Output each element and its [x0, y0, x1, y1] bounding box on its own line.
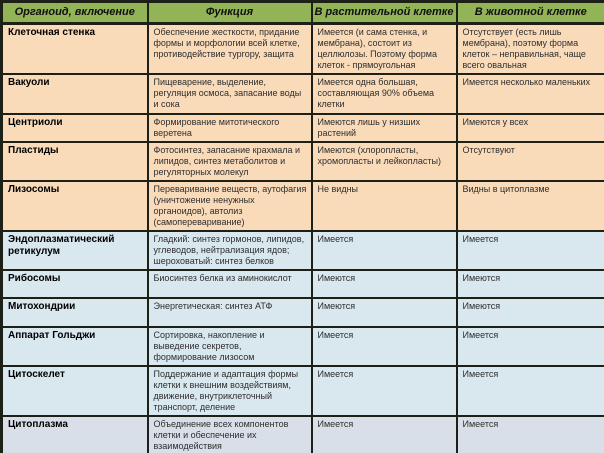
table-row: Цитоплазма Объединение всех компонентов к… [0, 415, 604, 453]
organelle-name-cell: Аппарат Гольджи [0, 326, 149, 367]
table-cell: Имеются лишь у низших растений [310, 113, 458, 143]
table-cell: Имеется одна большая, составляющая 90% о… [310, 73, 458, 115]
header-function: Функция [146, 0, 313, 25]
table-cell: Имеются [455, 269, 604, 299]
table-row: Клеточная стенка Обеспечение жесткости, п… [0, 22, 604, 75]
table-row: Вакуоли Пищеварение, выделение, регуляция… [0, 73, 604, 115]
table-cell: Объединение всех компонентов клетки и об… [146, 415, 313, 453]
organelle-name-cell: Клеточная стенка [0, 22, 149, 75]
header-plant-cell: В растительной клетке [310, 0, 458, 25]
table-cell: Имеется [310, 326, 458, 367]
table-row: Центриоли Формирование митотического вере… [0, 113, 604, 143]
table-cell: Имеются [310, 269, 458, 299]
organelle-name-cell: Центриоли [0, 113, 149, 143]
table-row: Аппарат Гольджи Сортировка, накопление и … [0, 326, 604, 367]
table-row: Лизосомы Переваривание веществ, аутофагия… [0, 180, 604, 232]
organelle-name-cell: Цитоскелет [0, 365, 149, 417]
table-cell: Отсутствует (есть лишь мембрана), поэтом… [455, 22, 604, 75]
table-cell: Формирование митотического веретена [146, 113, 313, 143]
table-cell: Отсутствуют [455, 141, 604, 182]
table-cell: Сортировка, накопление и выведение секре… [146, 326, 313, 367]
organelle-name-cell: Цитоплазма [0, 415, 149, 453]
table-row: Эндоплазматический ретикулум Гладкий: син… [0, 230, 604, 271]
table-cell: Имеется [455, 230, 604, 271]
table-cell: Видны в цитоплазме [455, 180, 604, 232]
table-body: Клеточная стенка Обеспечение жесткости, п… [0, 22, 604, 453]
table-cell: Гладкий: синтез гормонов, липидов, углев… [146, 230, 313, 271]
table-cell: Пищеварение, выделение, регуляция осмоса… [146, 73, 313, 115]
table-cell: Имеется [455, 326, 604, 367]
organelle-name-cell: Митохондрии [0, 297, 149, 328]
table-cell: Имеется [310, 365, 458, 417]
table-cell: Имеются у всех [455, 113, 604, 143]
table-cell: Поддержание и адаптация формы клетки к в… [146, 365, 313, 417]
table-cell: Имеются (хлоропласты, хромопласты и лейк… [310, 141, 458, 182]
table-cell: Имеется [310, 230, 458, 271]
header-row: Органоид, включение Функция В растительн… [0, 0, 604, 25]
header-animal-cell: В животной клетке [455, 0, 604, 25]
organelle-name-cell: Пластиды [0, 141, 149, 182]
table-row: Митохондрии Энергетическая: синтез АТФ Име… [0, 297, 604, 328]
table-cell: Биосинтез белка из аминокислот [146, 269, 313, 299]
table-cell: Имеется (и сама стенка, и мембрана), сос… [310, 22, 458, 75]
header-organelle: Органоид, включение [0, 0, 149, 25]
table-row: Цитоскелет Поддержание и адаптация формы … [0, 365, 604, 417]
table-cell: Фотосинтез, запасание крахмала и липидов… [146, 141, 313, 182]
table-cell: Переваривание веществ, аутофагия (уничто… [146, 180, 313, 232]
organelle-name-cell: Эндоплазматический ретикулум [0, 230, 149, 271]
table-cell: Имеется [310, 415, 458, 453]
table-cell: Не видны [310, 180, 458, 232]
table-cell: Имеются [310, 297, 458, 328]
table-row: Пластиды Фотосинтез, запасание крахмала и… [0, 141, 604, 182]
table-cell: Имеется несколько маленьких [455, 73, 604, 115]
table-cell: Энергетическая: синтез АТФ [146, 297, 313, 328]
organelle-name-cell: Вакуоли [0, 73, 149, 115]
table-row: Рибосомы Биосинтез белка из аминокислот Им… [0, 269, 604, 299]
table-header: Органоид, включение Функция В растительн… [0, 0, 604, 25]
table-cell: Имеется [455, 365, 604, 417]
organelle-name-cell: Лизосомы [0, 180, 149, 232]
table-cell: Имеются [455, 297, 604, 328]
organelle-name-cell: Рибосомы [0, 269, 149, 299]
table-cell: Обеспечение жесткости, придание формы и … [146, 22, 313, 75]
table-cell: Имеется [455, 415, 604, 453]
